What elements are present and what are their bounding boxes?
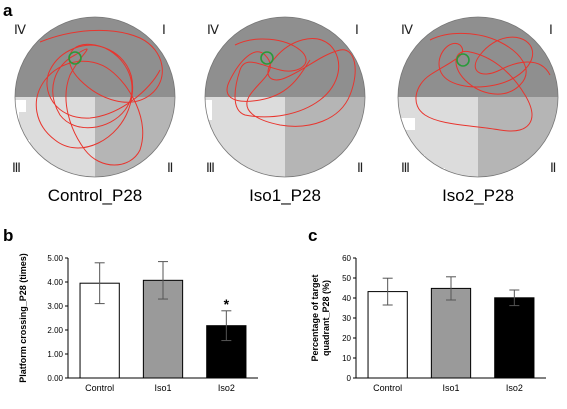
quadrant-IV bbox=[15, 17, 95, 97]
quadrant-II bbox=[478, 97, 558, 177]
pool-caption: Iso1_P28 bbox=[249, 186, 321, 205]
swim-track bbox=[35, 29, 163, 166]
y-tick-label: 0 bbox=[347, 374, 352, 383]
y-tick-label: 30 bbox=[342, 314, 351, 323]
pool-caption: Control_P28 bbox=[48, 186, 143, 205]
y-tick-label: 4.00 bbox=[47, 278, 63, 287]
water-maze-pool-control bbox=[14, 16, 176, 178]
y-tick-label: 0.00 bbox=[47, 374, 63, 383]
bar-iso2 bbox=[494, 297, 535, 379]
y-axis-label: quadrant_P28 (%) bbox=[321, 280, 331, 356]
quadrant-label: Ⅳ bbox=[401, 22, 413, 37]
quadrant-label: Ⅰ bbox=[355, 22, 359, 37]
platform-crossing-chart: 0.00 1.00 2.00 3.00 4.00 5.00 Control Iso1 Iso2 *… bbox=[18, 253, 258, 393]
x-tick-label: Iso2 bbox=[506, 383, 523, 393]
x-tick-label: Control bbox=[373, 383, 402, 393]
swim-track bbox=[415, 32, 551, 132]
quadrant-III bbox=[15, 97, 95, 177]
platform-marker bbox=[68, 51, 82, 65]
quadrant-II bbox=[285, 97, 365, 177]
pool-caption: Iso2_P28 bbox=[442, 186, 514, 205]
quadrant-label: Ⅰ bbox=[162, 22, 166, 37]
bar-control bbox=[367, 291, 408, 379]
quadrant-label: Ⅱ bbox=[167, 160, 173, 175]
quadrant-label: Ⅳ bbox=[14, 22, 26, 37]
y-tick-label: 3.00 bbox=[47, 302, 63, 311]
x-tick-label: Iso1 bbox=[442, 383, 459, 393]
y-axis-label: Percentage of target bbox=[310, 274, 320, 361]
quadrant-III bbox=[398, 97, 478, 177]
quadrant-label: Ⅲ bbox=[401, 160, 410, 175]
quadrant-label: Ⅱ bbox=[357, 160, 363, 175]
y-tick-label: 2.00 bbox=[47, 326, 63, 335]
water-maze-pool-iso2 bbox=[397, 16, 559, 178]
y-tick-label: 20 bbox=[342, 334, 351, 343]
y-tick-label: 60 bbox=[342, 254, 351, 263]
water-maze-pool-iso1 bbox=[204, 16, 366, 178]
platform-marker bbox=[260, 51, 274, 65]
y-tick-label: 10 bbox=[342, 354, 351, 363]
quadrant-label: Ⅱ bbox=[550, 160, 556, 175]
quadrant-III bbox=[205, 97, 285, 177]
y-axis-label: Platform crossing_P28 (times) bbox=[18, 253, 28, 383]
y-tick-label: 1.00 bbox=[47, 350, 63, 359]
quadrant-II bbox=[95, 97, 175, 177]
quadrant-label: Ⅲ bbox=[12, 160, 21, 175]
significance-marker: * bbox=[224, 296, 230, 312]
quadrant-label: Ⅰ bbox=[549, 22, 553, 37]
quadrant-label: Ⅳ bbox=[207, 22, 219, 37]
panel-a-label: a bbox=[3, 1, 13, 20]
target-quadrant-percentage-chart: 0 10 20 30 40 50 60 Control Iso1 Iso2 Percentage o… bbox=[310, 254, 546, 393]
x-tick-label: Iso2 bbox=[218, 383, 235, 393]
platform-marker bbox=[456, 53, 470, 67]
x-tick-label: Iso1 bbox=[154, 383, 171, 393]
panel-c-label: c bbox=[308, 226, 317, 245]
swim-track bbox=[226, 38, 356, 127]
y-tick-label: 50 bbox=[342, 274, 351, 283]
panel-b-label: b bbox=[3, 226, 13, 245]
y-tick-label: 40 bbox=[342, 294, 351, 303]
y-tick-label: 5.00 bbox=[47, 254, 63, 263]
bar-iso1 bbox=[430, 287, 472, 379]
x-tick-label: Control bbox=[85, 383, 114, 393]
quadrant-label: Ⅲ bbox=[206, 160, 215, 175]
